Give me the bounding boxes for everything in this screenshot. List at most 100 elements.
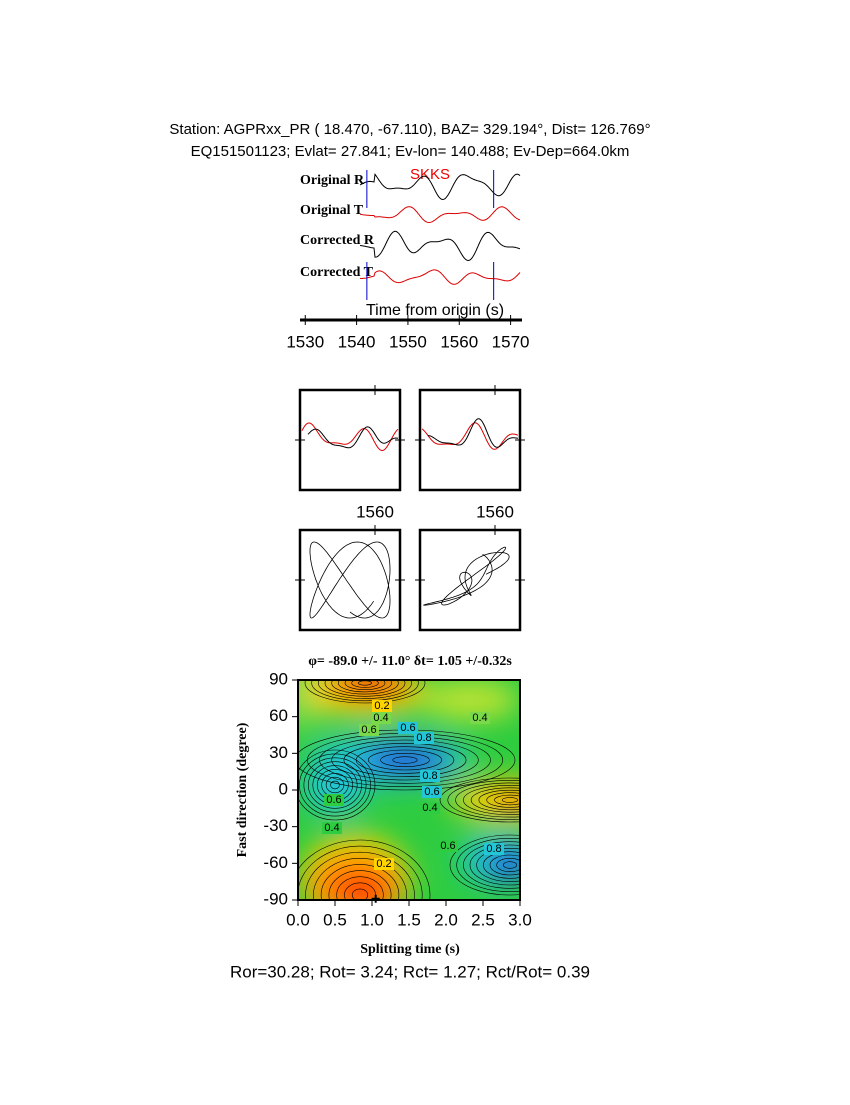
- x-tick-label: 1570: [492, 332, 530, 351]
- contour-label: 0.2: [374, 700, 389, 712]
- misfit-map: [298, 680, 520, 900]
- x-tick-label: 3.0: [508, 910, 532, 929]
- y-tick-label: 60: [269, 706, 288, 725]
- footer: Ror=30.28; Rot= 3.24; Rct= 1.27; Rct/Rot…: [230, 962, 590, 981]
- contour-line: [368, 749, 442, 771]
- contour-line: [351, 888, 369, 900]
- panel-frame: [418, 528, 522, 632]
- contour-line: [503, 861, 517, 869]
- contour-line: [324, 680, 406, 697]
- contour-line: [319, 736, 491, 784]
- waveform: [359, 269, 521, 285]
- x-tick-label: 1560: [440, 332, 478, 351]
- contour-line: [463, 841, 520, 889]
- label-box: [470, 712, 490, 724]
- contour-label: 0.2: [376, 858, 391, 870]
- contour-line: [303, 757, 367, 813]
- contour-line: [380, 753, 430, 767]
- y-axis-label: Fast direction (degree): [235, 722, 250, 857]
- contour-label: 0.4: [373, 712, 388, 724]
- contour-line: [470, 787, 520, 813]
- x-tick-label: 0.0: [286, 910, 310, 929]
- contour-line: [449, 834, 520, 896]
- particle-motion: [309, 541, 391, 619]
- contour-line: [439, 777, 520, 823]
- contour-line: [336, 876, 384, 900]
- best-fit-marker: [371, 894, 380, 903]
- contour-line: [330, 780, 340, 790]
- contour-line: [494, 794, 520, 806]
- x-tick-label: 1.5: [397, 910, 421, 929]
- contour-line: [392, 756, 418, 764]
- contour-label: 0.8: [422, 770, 437, 782]
- contour-label: 0.4: [324, 822, 339, 834]
- y-tick-label: 30: [269, 743, 288, 762]
- contour-line: [351, 680, 379, 688]
- x-axis-label: Time from origin (s): [366, 302, 504, 319]
- particle-motion: [423, 546, 510, 606]
- contour-label: 0.4: [422, 802, 437, 814]
- chart-title: φ= -89.0 +/- 11.0° δt= 1.05 +/-0.32s: [308, 654, 512, 669]
- contour-line: [344, 680, 386, 690]
- contour-line: [343, 743, 467, 777]
- x-tick-label: 1560: [356, 502, 394, 521]
- label-box: [324, 794, 344, 806]
- x-tick-label: 1530: [286, 332, 324, 351]
- label-box: [484, 843, 504, 855]
- contour-line: [486, 792, 520, 808]
- x-tick-label: 1540: [338, 332, 376, 351]
- contour-line: [305, 851, 415, 900]
- contour-line: [489, 854, 520, 876]
- waveform: [301, 422, 399, 452]
- contour-line: [308, 761, 362, 809]
- header-line: Station: AGPRxx_PR ( 18.470, -67.110), B…: [169, 121, 650, 138]
- waveform: [359, 230, 521, 262]
- contour-line: [313, 858, 407, 900]
- contour-line: [478, 789, 520, 811]
- contour-label: 0.8: [416, 732, 431, 744]
- waveform: [359, 206, 521, 224]
- contour-label: 0.6: [440, 840, 455, 852]
- x-tick-label: 1560: [476, 502, 514, 521]
- y-tick-label: -30: [263, 816, 288, 835]
- contour-line: [299, 753, 371, 817]
- waveform: [307, 426, 399, 449]
- label-box: [420, 802, 440, 814]
- x-tick-label: 2.5: [471, 910, 495, 929]
- contour-line: [311, 680, 419, 702]
- x-tick-label: 1550: [389, 332, 427, 351]
- y-tick-label: 0: [279, 779, 288, 798]
- y-tick-label: 90: [269, 669, 288, 688]
- x-tick-label: 0.5: [323, 910, 347, 929]
- contour-label: 0.6: [400, 722, 415, 734]
- label-box: [374, 858, 394, 870]
- label-box: [414, 732, 434, 744]
- contour-label: 0.4: [472, 712, 487, 724]
- label-box: [398, 722, 418, 734]
- label-box: [322, 822, 342, 834]
- panel-frame: [298, 528, 402, 632]
- contour-label: 0.6: [424, 786, 439, 798]
- waveform: [427, 418, 519, 448]
- color-field: [298, 680, 520, 900]
- contour-line: [476, 848, 520, 882]
- contour-line: [338, 680, 392, 693]
- contour-line: [501, 797, 519, 803]
- contour-line: [304, 680, 426, 704]
- contour-line: [483, 851, 520, 879]
- contour-line: [298, 749, 376, 821]
- contour-lines: [298, 680, 520, 900]
- contour-line: [455, 782, 520, 818]
- x-tick-label: 1.0: [360, 910, 384, 929]
- trace-label: Original T: [300, 203, 364, 218]
- panel-frame: [298, 388, 402, 492]
- contour-label: 0.6: [361, 724, 376, 736]
- contour-label: 0.8: [486, 843, 501, 855]
- label-box: [359, 724, 379, 736]
- label-box: [438, 840, 458, 852]
- waveform: [421, 422, 519, 450]
- label-box: [372, 700, 392, 712]
- contour-line: [496, 858, 520, 872]
- contour-line: [447, 780, 520, 820]
